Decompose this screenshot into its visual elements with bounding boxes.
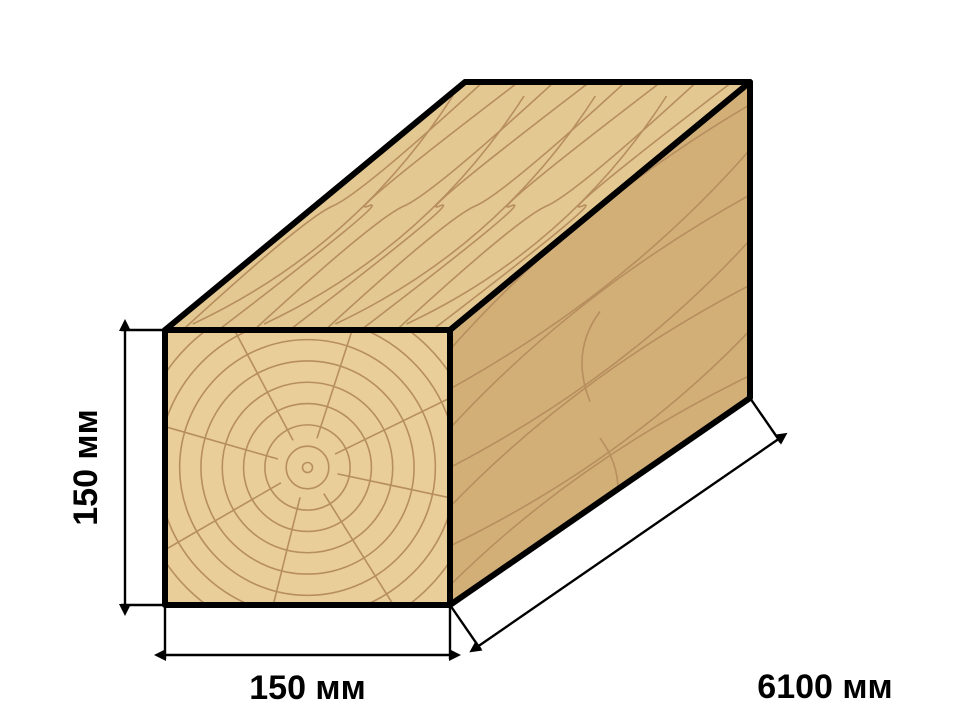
- beam-diagram: 150 мм 150 мм 6100 мм: [0, 0, 970, 716]
- dim-label-length: 6100 мм: [757, 668, 892, 706]
- dim-label-width: 150 мм: [249, 669, 365, 707]
- beam-front-face: [165, 330, 450, 605]
- dim-label-height: 150 мм: [67, 409, 105, 525]
